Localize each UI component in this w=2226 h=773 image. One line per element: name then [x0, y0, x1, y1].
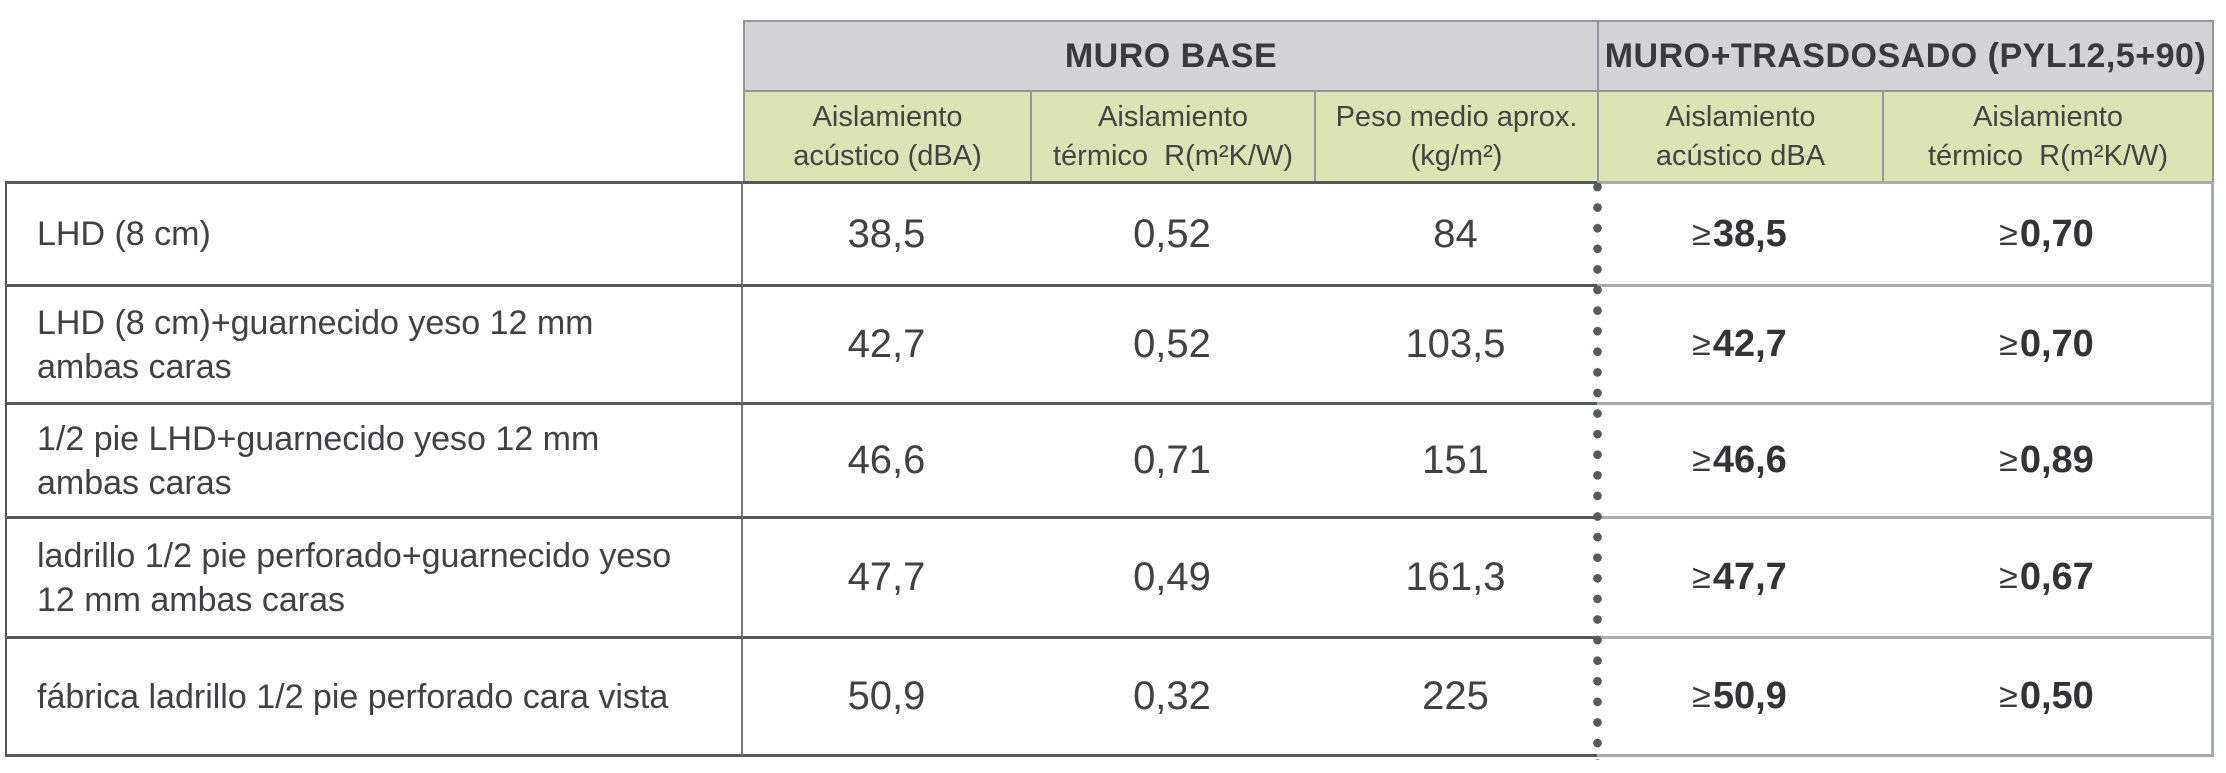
- cell-tras-termico: ≥0,70: [1882, 287, 2214, 405]
- cell-tras-acustico: ≥46,6: [1597, 405, 1882, 519]
- greater-equal-sign: ≥: [1692, 325, 1711, 363]
- cell-aislamiento-acustico: 47,7: [743, 519, 1030, 639]
- cell-aislamiento-termico: 0,71: [1030, 405, 1314, 519]
- cell-aislamiento-acustico: 46,6: [743, 405, 1030, 519]
- row-label-line: ambas caras: [37, 347, 232, 386]
- cell-peso-medio: 161,3: [1314, 519, 1597, 639]
- tras-value: 38,5: [1712, 212, 1787, 255]
- greater-equal-sign: ≥: [1692, 441, 1711, 479]
- header-line: Aislamiento: [1665, 100, 1816, 133]
- cell-peso-medio: 103,5: [1314, 287, 1597, 405]
- column-group-label: MURO+TRASDOSADO (PYL12,5+90): [1604, 36, 2207, 75]
- cell-aislamiento-termico: 0,52: [1030, 181, 1314, 287]
- header-line: acústico dBA: [1655, 139, 1826, 172]
- row-label-line: fábrica ladrillo 1/2 pie perforado cara …: [37, 677, 669, 716]
- greater-equal-sign: ≥: [1692, 214, 1711, 253]
- tras-value: 42,7: [1712, 323, 1787, 365]
- greater-equal-sign: ≥: [1999, 214, 2018, 253]
- row-label-line: 1/2 pie LHD+guarnecido yeso 12 mm: [37, 419, 600, 458]
- cell-tras-termico: ≥0,89: [1882, 405, 2214, 519]
- cell-aislamiento-acustico: 50,9: [743, 639, 1030, 757]
- greater-equal-sign: ≥: [1999, 677, 2018, 715]
- row-label-line: 12 mm ambas caras: [37, 580, 345, 619]
- cell-tras-termico: ≥0,70: [1882, 181, 2214, 287]
- column-header-tras-acustico: Aislamiento acústico dBA: [1597, 90, 1882, 181]
- cell-tras-acustico: ≥50,9: [1597, 639, 1882, 757]
- column-header-peso-medio: Peso medio aprox. (kg/m²): [1314, 90, 1597, 181]
- row-label: ladrillo 1/2 pie perforado+guarnecido ye…: [5, 519, 743, 639]
- greater-equal-sign: ≥: [1999, 325, 2018, 363]
- column-header-aislamiento-acustico: Aislamiento acústico (dBA): [743, 90, 1030, 181]
- cell-tras-termico: ≥0,50: [1882, 639, 2214, 757]
- column-group-label: MURO BASE: [1064, 36, 1278, 75]
- header-line: Aislamiento: [1098, 100, 1248, 133]
- row-label-line: ambas caras: [37, 463, 232, 502]
- tras-value: 47,7: [1712, 556, 1787, 598]
- column-header-tras-termico: Aislamiento térmico R(m²K/W): [1882, 90, 2214, 181]
- row-label-line: ladrillo 1/2 pie perforado+guarnecido ye…: [37, 536, 672, 575]
- tras-value: 50,9: [1712, 675, 1787, 717]
- column-group-muro-base: MURO BASE: [743, 20, 1597, 90]
- tras-value: 0,70: [2019, 323, 2094, 365]
- header-line: térmico R(m²K/W): [1927, 139, 2169, 172]
- row-label: LHD (8 cm): [5, 181, 743, 287]
- row-label-line: LHD (8 cm): [37, 215, 211, 253]
- header-line: Aislamiento: [812, 100, 963, 133]
- cell-peso-medio: 225: [1314, 639, 1597, 757]
- header-line: térmico R(m²K/W): [1052, 139, 1294, 172]
- cell-tras-acustico: ≥42,7: [1597, 287, 1882, 405]
- tras-value: 0,67: [2019, 556, 2094, 598]
- tras-value: 0,50: [2019, 675, 2094, 717]
- cell-peso-medio: 151: [1314, 405, 1597, 519]
- header-line: (kg/m²): [1410, 139, 1503, 172]
- header-line: Peso medio aprox.: [1335, 100, 1578, 133]
- tras-value: 0,70: [2019, 212, 2094, 255]
- greater-equal-sign: ≥: [1999, 441, 2018, 479]
- table-header: MURO BASE MURO+TRASDOSADO (PYL12,5+90) A…: [743, 20, 2214, 181]
- column-group-muro-trasdosado: MURO+TRASDOSADO (PYL12,5+90): [1597, 20, 2214, 90]
- row-label: fábrica ladrillo 1/2 pie perforado cara …: [5, 639, 743, 757]
- greater-equal-sign: ≥: [1999, 558, 2018, 596]
- tras-value: 0,89: [2019, 439, 2094, 481]
- tras-value: 46,6: [1712, 439, 1787, 481]
- cell-peso-medio: 84: [1314, 181, 1597, 287]
- cell-aislamiento-termico: 0,32: [1030, 639, 1314, 757]
- cell-aislamiento-acustico: 38,5: [743, 181, 1030, 287]
- greater-equal-sign: ≥: [1692, 558, 1711, 596]
- cell-aislamiento-acustico: 42,7: [743, 287, 1030, 405]
- cell-tras-acustico: ≥47,7: [1597, 519, 1882, 639]
- row-label: 1/2 pie LHD+guarnecido yeso 12 mm ambas …: [5, 405, 743, 519]
- row-label: LHD (8 cm)+guarnecido yeso 12 mm ambas c…: [5, 287, 743, 405]
- cell-aislamiento-termico: 0,49: [1030, 519, 1314, 639]
- row-label-line: LHD (8 cm)+guarnecido yeso 12 mm: [37, 303, 594, 342]
- header-line: Aislamiento: [1973, 100, 2123, 133]
- greater-equal-sign: ≥: [1692, 677, 1711, 715]
- cell-tras-acustico: ≥38,5: [1597, 181, 1882, 287]
- header-line: acústico (dBA): [793, 139, 982, 172]
- cell-aislamiento-termico: 0,52: [1030, 287, 1314, 405]
- table-body: LHD (8 cm) 38,5 0,52 84 ≥38,5 ≥0,70 LHD …: [5, 181, 2214, 757]
- column-header-aislamiento-termico: Aislamiento térmico R(m²K/W): [1030, 90, 1314, 181]
- cell-tras-termico: ≥0,67: [1882, 519, 2214, 639]
